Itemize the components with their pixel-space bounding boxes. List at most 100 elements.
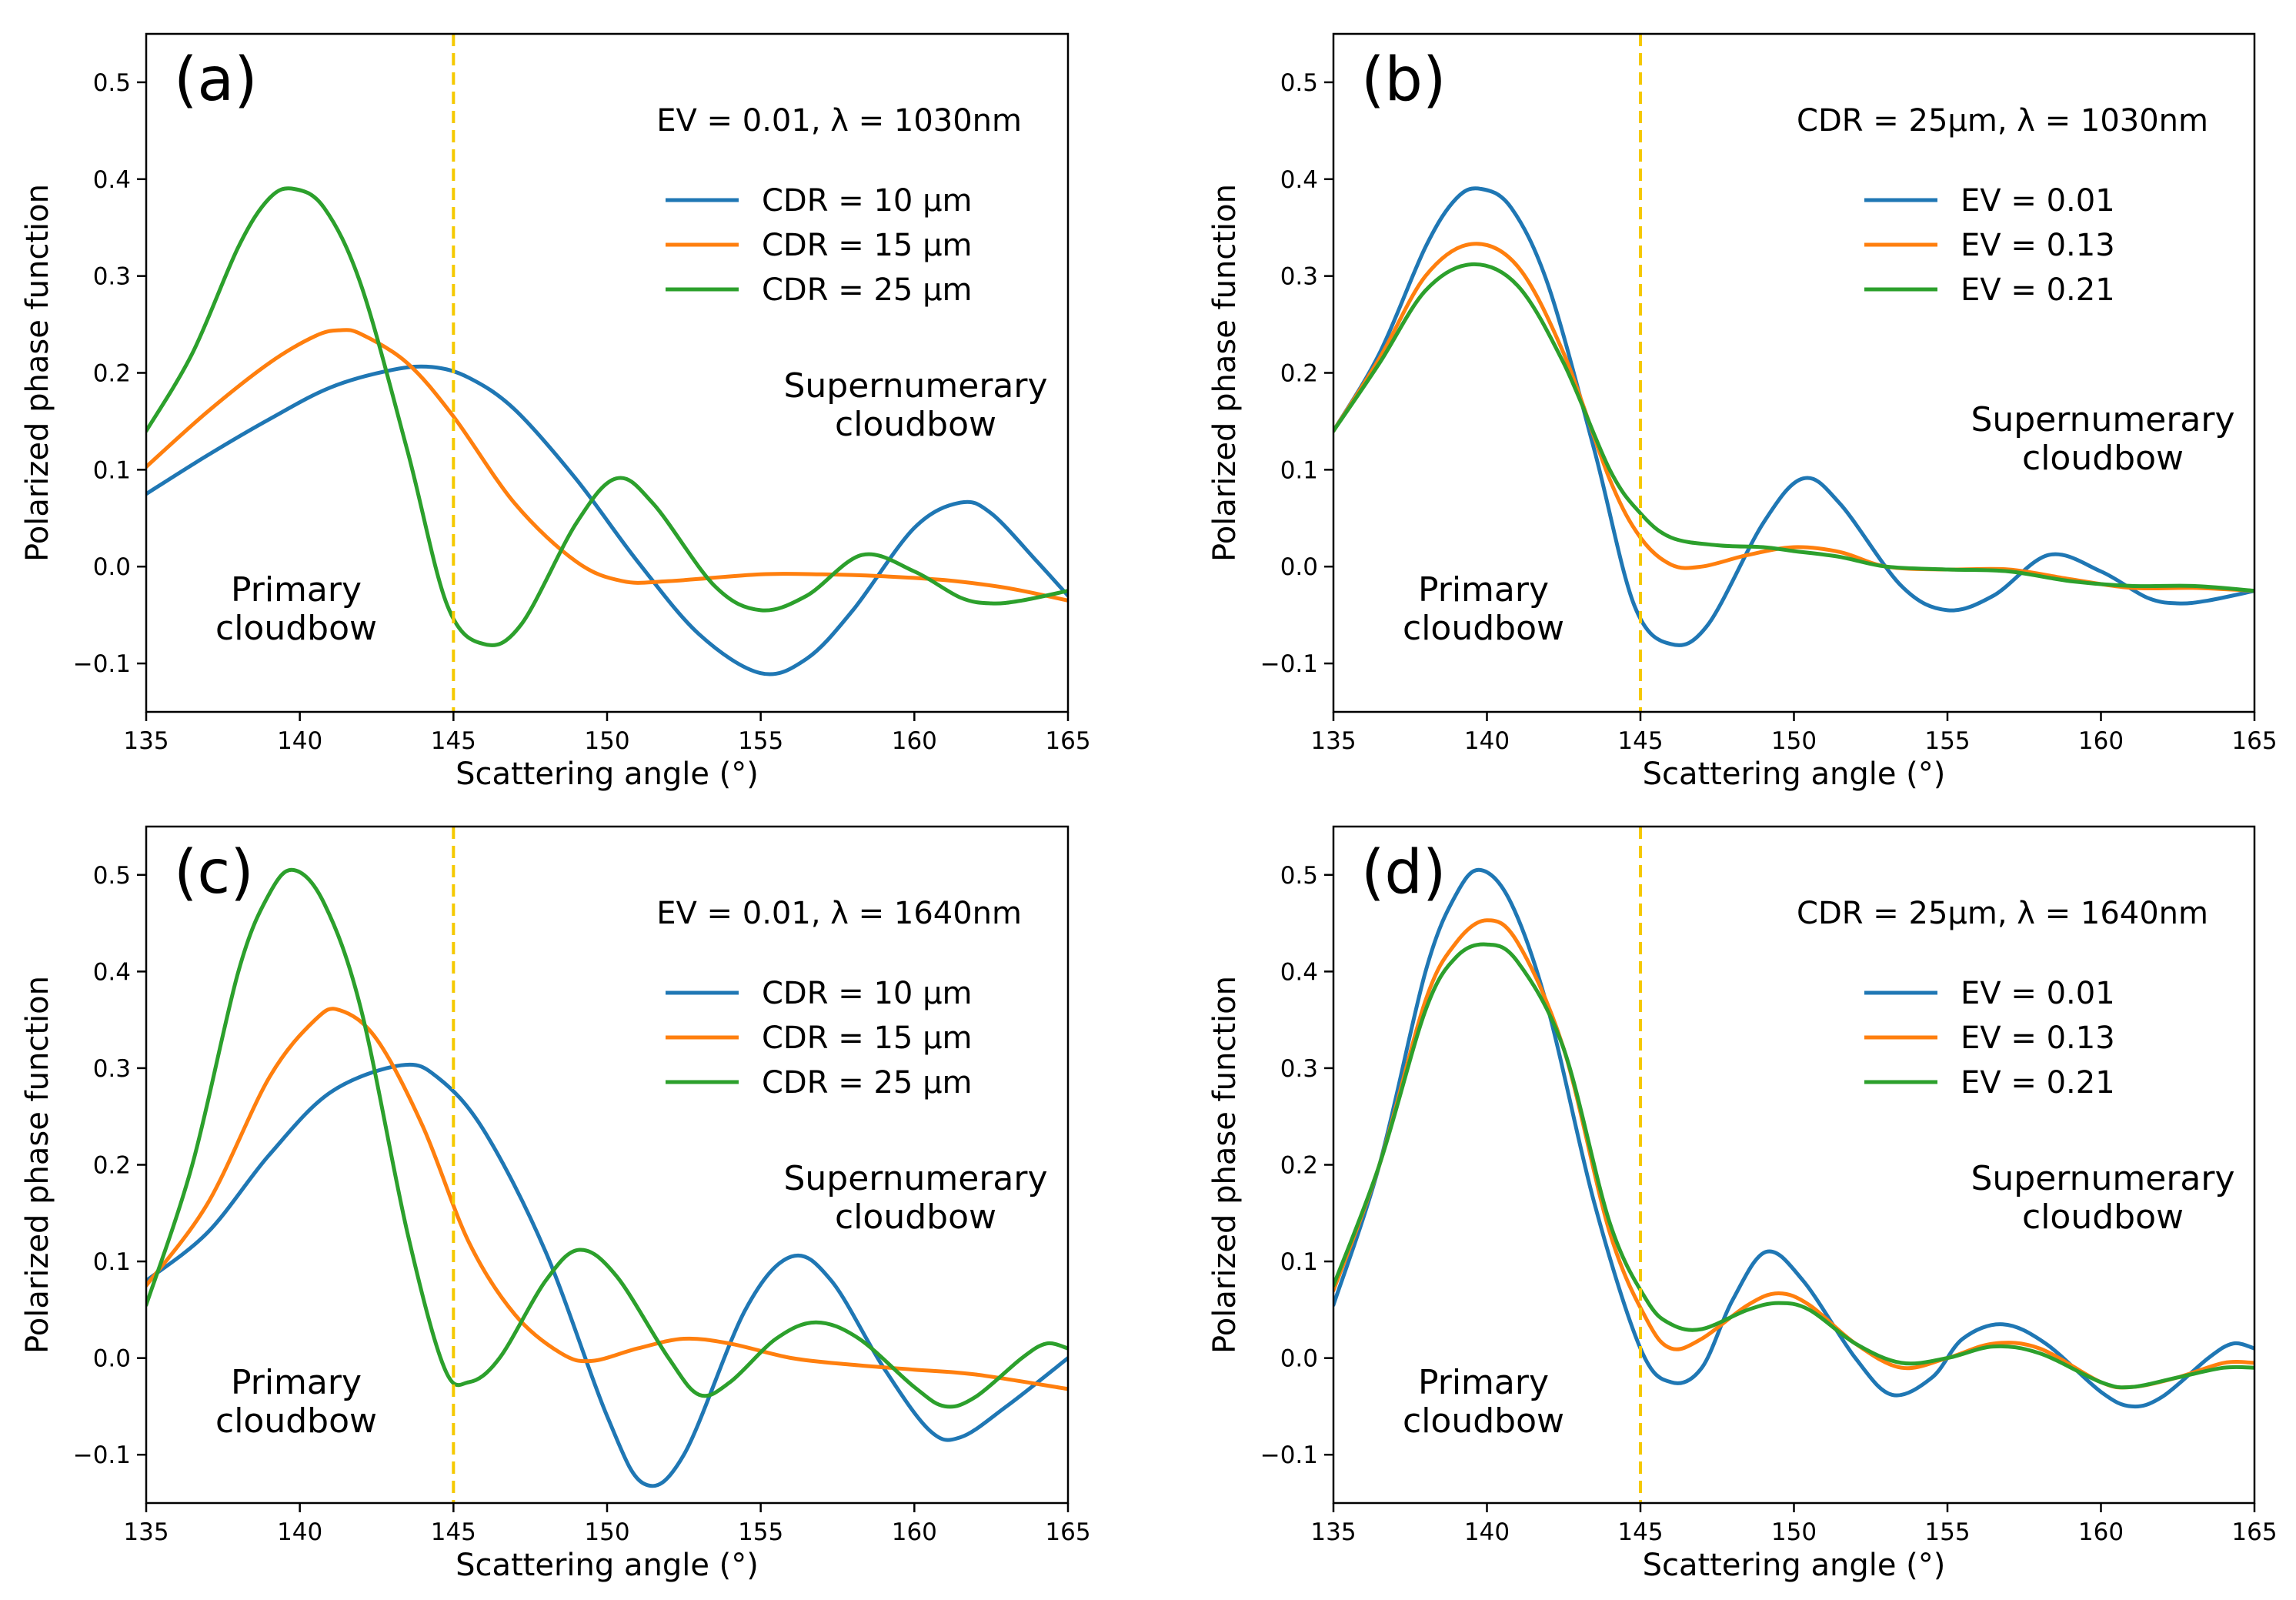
x-tick-label: 140 [277,727,322,755]
annotation-primary: Primary [1418,1363,1549,1402]
legend-label-2: CDR = 15 µm [762,1020,973,1056]
y-tick-label: 0.0 [1280,553,1318,581]
y-axis-label: Polarized phase function [20,976,55,1354]
plot-area [146,186,1068,676]
y-tick-label: 0.1 [1280,1248,1318,1276]
condition-text: CDR = 25µm, λ = 1030nm [1797,103,2208,139]
annotation-cloudbow: cloudbow [2022,439,2184,478]
x-tick-label: 135 [1310,1518,1356,1546]
y-tick-label: 0.4 [1280,958,1318,986]
x-tick-label: 155 [1924,1518,1970,1546]
y-tick-label: 0.1 [93,1248,131,1276]
plot-area [1333,186,2254,647]
y-tick-label: 0.4 [93,166,131,194]
annotation-cloudbow: cloudbow [1403,609,1564,648]
y-tick-label: 0.0 [93,1345,131,1373]
legend-label-1: EV = 0.01 [1961,976,2115,1011]
annotation-cloudbow: cloudbow [215,1401,377,1441]
y-axis-label: Polarized phase function [1207,184,1243,562]
legend-label-1: CDR = 10 µm [762,183,973,219]
x-tick-label: 155 [1924,727,1970,755]
x-tick-label: 165 [1045,1518,1090,1546]
y-tick-label: 0.2 [1280,360,1318,388]
series-line-1 [146,1062,1068,1488]
legend-label-3: EV = 0.21 [1961,1065,2115,1101]
x-tick-label: 165 [2231,1518,2277,1546]
y-tick-label: 0.2 [93,360,131,388]
y-tick-label: −0.1 [73,650,131,678]
y-tick-label: 0.5 [1280,862,1318,890]
x-tick-label: 140 [1464,1518,1510,1546]
panel-label: (c) [174,838,254,907]
series-line-2 [1333,918,2254,1390]
x-tick-label: 145 [431,1518,476,1546]
panel-d: 135 140 145 150 155 160 165 −0.1 0.0 0.1 0.2 0.3 0.4… [1207,825,2278,1583]
y-tick-label: 0.5 [93,69,131,97]
x-tick-label: 160 [892,727,937,755]
annotation-primary: Primary [231,570,362,610]
annotation-cloudbow: cloudbow [1403,1401,1564,1441]
panel-label: (d) [1361,838,1446,907]
x-tick-label: 150 [1771,1518,1817,1546]
annotation-cloudbow: cloudbow [2022,1197,2184,1237]
annotation-cloudbow: cloudbow [835,1197,996,1237]
plot-area [1333,867,2254,1409]
x-tick-label: 155 [738,727,783,755]
y-tick-label: 0.3 [93,1055,131,1083]
series-line-1 [1333,186,2254,647]
x-tick-label: 145 [1617,1518,1663,1546]
annotation-supernumerary: Supernumerary [783,1159,1047,1198]
panel-c: 135 140 145 150 155 160 165 −0.1 0.0 0.1 0.2 0.3 0.4… [20,825,1091,1583]
x-tick-label: 150 [584,1518,629,1546]
x-tick-label: 135 [123,727,169,755]
annotation-primary: Primary [231,1363,362,1402]
x-tick-label: 155 [738,1518,783,1546]
y-axis-label: Polarized phase function [20,184,55,562]
legend-label-1: CDR = 10 µm [762,976,973,1011]
legend-label-1: EV = 0.01 [1961,183,2115,219]
legend-label-2: CDR = 15 µm [762,228,973,263]
condition-text: EV = 0.01, λ = 1640nm [656,896,1022,931]
condition-text: CDR = 25µm, λ = 1640nm [1797,896,2208,931]
y-tick-label: −0.1 [1260,1441,1318,1469]
x-tick-label: 140 [277,1518,322,1546]
legend-label-3: CDR = 25 µm [762,1065,973,1101]
condition-text: EV = 0.01, λ = 1030nm [656,103,1022,139]
y-tick-label: 0.2 [1280,1152,1318,1180]
x-tick-label: 140 [1464,727,1510,755]
x-tick-label: 160 [2078,727,2124,755]
x-tick-label: 165 [1045,727,1090,755]
y-tick-label: 0.3 [1280,1055,1318,1083]
annotation-supernumerary: Supernumerary [1971,400,2234,439]
annotation-supernumerary: Supernumerary [1971,1159,2234,1198]
series-line-3 [1333,942,2254,1390]
x-tick-label: 150 [584,727,629,755]
y-tick-label: 0.2 [93,1152,131,1180]
y-tick-label: 0.5 [1280,69,1318,97]
series-line-2 [1333,242,2254,593]
y-tick-label: 0.1 [1280,456,1318,484]
annotation-cloudbow: cloudbow [215,609,377,648]
x-tick-label: 165 [2231,727,2277,755]
x-tick-label: 160 [2078,1518,2124,1546]
series-line-2 [146,328,1068,603]
x-tick-label: 145 [1617,727,1663,755]
panel-label: (a) [174,45,258,115]
y-tick-label: 0.0 [1280,1345,1318,1373]
x-axis-label: Scattering angle (°) [456,757,759,792]
y-axis-label: Polarized phase function [1207,976,1243,1354]
y-tick-label: 0.3 [1280,263,1318,291]
legend-label-2: EV = 0.13 [1961,228,2115,263]
series-line-2 [146,1007,1068,1391]
x-tick-label: 145 [431,727,476,755]
plot-area [146,867,1068,1488]
x-axis-label: Scattering angle (°) [456,1548,759,1583]
y-tick-label: 0.4 [93,958,131,986]
x-tick-label: 135 [123,1518,169,1546]
panel-a: 135 140 145 150 155 160 165 −0.1 0.0 0.1 0.2 0.3 0.4… [20,32,1091,792]
x-tick-label: 150 [1771,727,1817,755]
legend-label-3: CDR = 25 µm [762,272,973,308]
series-line-1 [146,364,1068,676]
y-tick-label: 0.1 [93,456,131,484]
